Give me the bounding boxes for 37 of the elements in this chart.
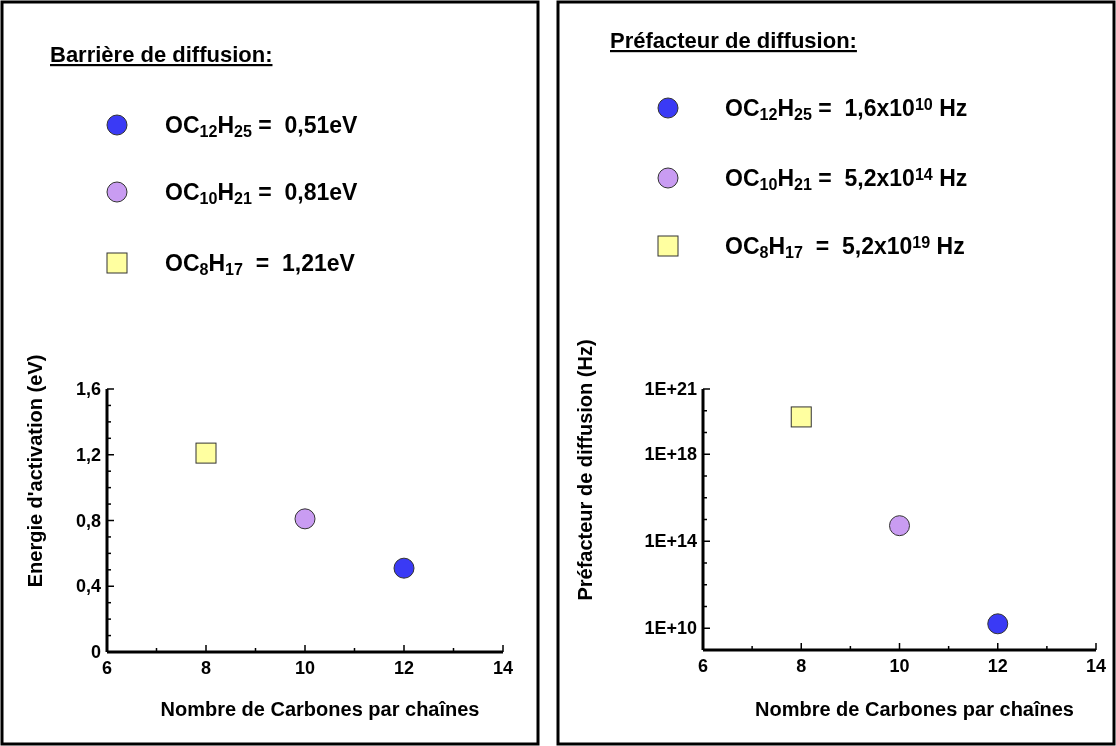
point bbox=[987, 613, 1009, 635]
legend-label: OC$_{10}$H$_{21}$ = 0,81eV bbox=[165, 179, 359, 207]
y-tick-label: 1,2 bbox=[75, 444, 101, 465]
x-tick-label: 14 bbox=[1085, 656, 1107, 676]
x-tick-label: 8 bbox=[796, 656, 807, 676]
x-tick-label: 8 bbox=[200, 658, 212, 678]
y-axis-title: Préfacteur de diffusion (Hz) bbox=[574, 339, 596, 601]
point bbox=[790, 406, 812, 428]
legend-label: OC$_{12}$H$_{25}$ = 1,6x10$^{10}$ Hz bbox=[725, 94, 968, 123]
x-axis-title: Nombre de Carbones par chaînes bbox=[755, 698, 1074, 720]
legend-label: OC$_{10}$H$_{21}$ = 5,2x10$^{14}$ Hz bbox=[725, 164, 968, 193]
y-tick-label: 1E+10 bbox=[644, 618, 697, 639]
y-tick-label: 0,8 bbox=[75, 510, 101, 531]
x-tick-label: 10 bbox=[889, 656, 910, 676]
y-tick-label: 1E+14 bbox=[644, 531, 697, 552]
legend-label: OC$_{12}$H$_{25}$ = 0,51eV bbox=[165, 112, 359, 140]
legend-label: OC$_{8}$H$_{17}$ = 1,21eV bbox=[165, 250, 356, 278]
y-tick-label: 1E+18 bbox=[644, 444, 697, 465]
y-tick-label: 1E+21 bbox=[644, 379, 697, 399]
x-tick-label: 14 bbox=[492, 658, 514, 678]
point bbox=[393, 557, 415, 579]
point bbox=[195, 442, 217, 464]
legend-title: Préfacteur de diffusion: bbox=[610, 28, 857, 53]
x-tick-label: 10 bbox=[294, 658, 316, 678]
y-axis-title: Energie d'activation (eV) bbox=[24, 354, 46, 588]
x-axis-title: Nombre de Carbones par chaînes bbox=[160, 698, 480, 720]
x-tick-label: 6 bbox=[101, 658, 113, 678]
legend-label: OC$_{8}$H$_{17}$ = 5,2x10$^{19}$ Hz bbox=[725, 232, 965, 261]
y-tick-label: 1,6 bbox=[75, 379, 101, 399]
y-tick-label: 0 bbox=[90, 642, 101, 662]
x-tick-label: 12 bbox=[987, 656, 1008, 676]
y-tick-label: 0,4 bbox=[75, 576, 101, 597]
point bbox=[294, 508, 316, 530]
x-tick-label: 6 bbox=[697, 656, 709, 676]
x-tick-label: 12 bbox=[393, 658, 415, 678]
point bbox=[889, 515, 910, 537]
legend-title: Barrière de diffusion: bbox=[50, 42, 273, 67]
